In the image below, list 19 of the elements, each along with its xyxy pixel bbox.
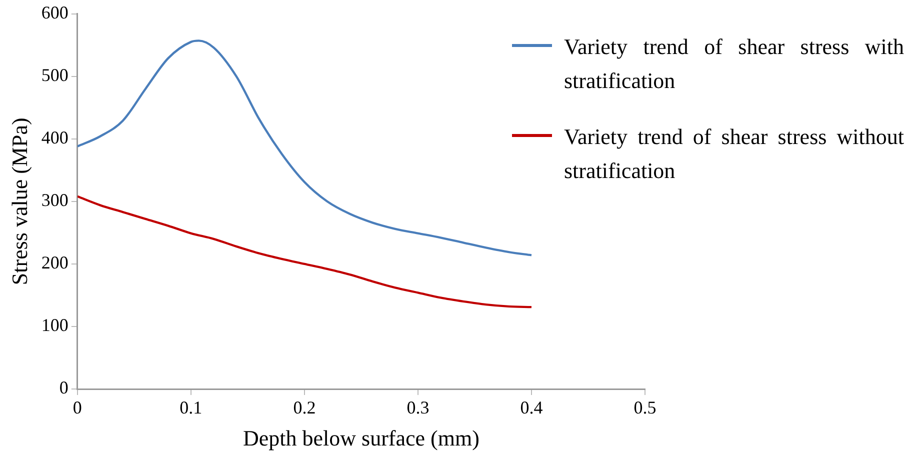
x-tick-label: 0.4 (520, 398, 543, 418)
x-tick-label: 0.2 (293, 398, 316, 418)
x-tick-label: 0.3 (406, 398, 430, 418)
y-tick-label: 200 (41, 252, 68, 273)
x-tick-label: 0.1 (180, 398, 202, 418)
legend-label: Variety trend of shear stress with stratification (564, 33, 904, 95)
y-tick-label: 100 (41, 315, 68, 336)
y-tick-label: 500 (41, 65, 68, 86)
line-series (77, 195, 533, 308)
y-axis-title: Stress value (MPa) (6, 118, 32, 286)
legend-label: Variety trend of shear stress without stratification (564, 123, 904, 185)
x-tick-label: 0 (72, 398, 82, 418)
x-axis-title: Depth below surface (mm) (242, 426, 480, 451)
y-tick-label: 600 (41, 2, 68, 23)
y-tick-label: 300 (41, 190, 68, 210)
y-tick-label: 0 (59, 378, 68, 398)
line-series (77, 40, 533, 256)
y-tick-label: 400 (41, 128, 68, 148)
x-tick-label: 0.5 (634, 398, 656, 418)
